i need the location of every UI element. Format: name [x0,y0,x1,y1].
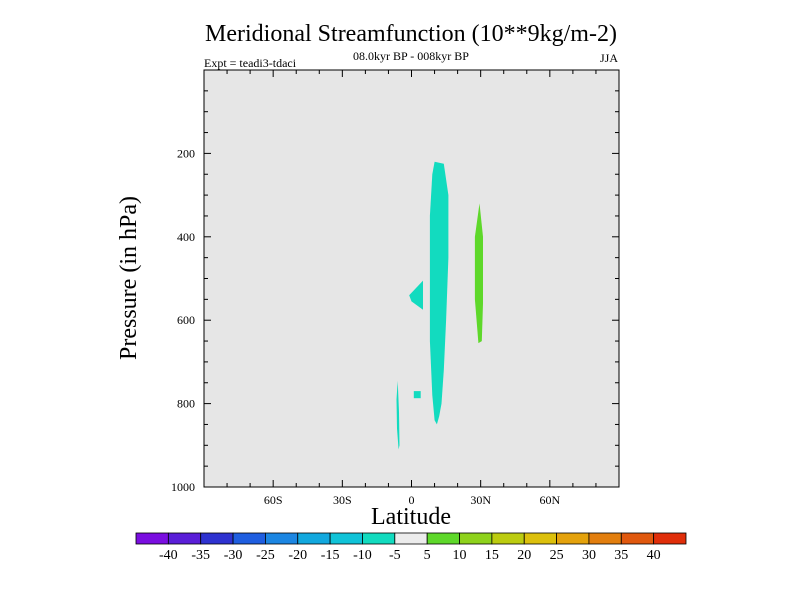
colorbar-label: 15 [485,548,499,563]
colorbar-label: 10 [453,548,467,563]
colorbar-label: -5 [389,548,401,563]
y-tick-label: 800 [177,397,195,411]
contour-region-3 [413,391,421,399]
colorbar-box [265,532,299,545]
colorbar-label: -20 [288,548,307,563]
colorbar-box [459,532,493,545]
y-axis-label: Pressure (in hPa) [116,196,142,360]
colorbar-label: 35 [614,548,628,563]
contour-region-5 [474,203,483,344]
colorbar-box [329,532,363,545]
colorbar-box [394,532,428,545]
contour-region-2 [409,280,423,310]
colorbar-label: -15 [321,548,340,563]
chart-subtitle: 08.0kyr BP - 008kyr BP [353,49,469,63]
colorbar-label: 5 [424,548,431,563]
colorbar-box [588,532,622,545]
contour-region-4 [396,380,400,450]
plot-area [203,69,620,488]
colorbar-label: -40 [159,548,178,563]
colorbar-box [232,532,266,545]
colorbar-box [135,532,169,545]
x-tick-label: 0 [409,493,415,507]
x-tick-labels: 60S 30S 0 30N 60N [264,493,561,507]
colorbar-label: -25 [256,548,275,563]
contour-region-1 [429,161,449,425]
season-label: JJA [600,51,618,65]
contour-regions [396,161,483,450]
colorbar-box [200,532,234,545]
colorbar-label: 40 [647,548,661,563]
y-tick-label: 600 [177,313,195,327]
colorbar-label: -30 [224,548,243,563]
x-tick-label: 60S [264,493,283,507]
chart-title: Meridional Streamfunction (10**9kg/m-2) [205,21,617,47]
colorbar-box [491,532,525,545]
y-tick-label: 200 [177,146,195,160]
colorbar-box [167,532,202,545]
colorbar-label: 30 [582,548,596,563]
x-tick-label: 30N [470,493,491,507]
y-tick-label: 400 [177,230,195,244]
colorbar-label: -35 [191,548,210,563]
colorbar-box [297,532,331,545]
colorbar-box [653,532,687,545]
x-tick-label: 60N [539,493,560,507]
axis-ticks [203,69,620,488]
x-tick-label: 30S [333,493,352,507]
colorbar-label: 20 [517,548,531,563]
colorbar-box [620,532,655,545]
colorbar-label: 25 [550,548,564,563]
colorbar-box [556,532,590,545]
colorbar-box [426,532,460,545]
y-tick-label: 1000 [171,480,195,494]
x-axis-label: Latitude [371,504,451,530]
plot-frame [203,69,620,488]
experiment-label: Expt = teadi3-tdaci [204,56,297,70]
y-tick-labels: 200 400 600 800 1000 [171,146,195,494]
colorbar: -40 -35 -30 -25 -20 -15 -10 -5 5 10 15 20 25 30 35 40 [135,532,687,563]
colorbar-box [362,532,396,545]
colorbar-box [523,532,557,545]
colorbar-label: -10 [353,548,372,563]
